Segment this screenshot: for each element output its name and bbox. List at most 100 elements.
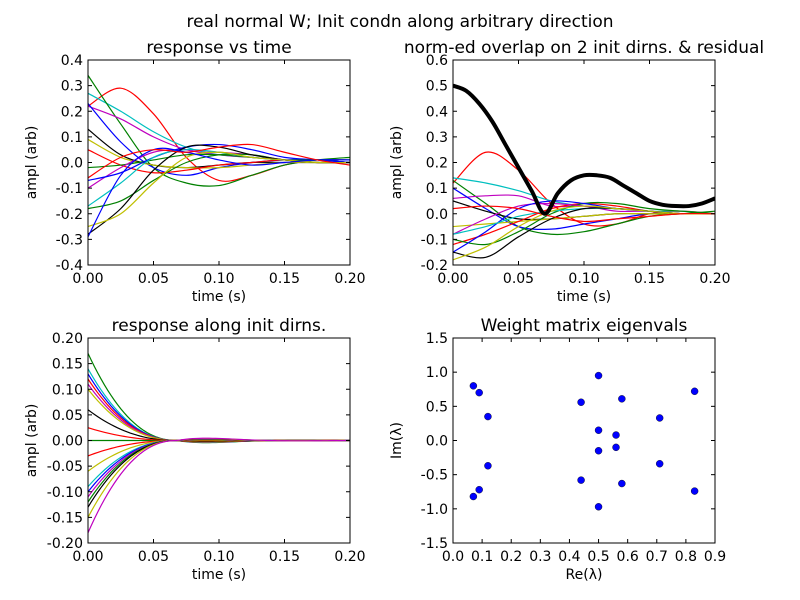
x-tick-label: 0.6 [617, 549, 639, 565]
x-tick-label: 0.10 [203, 549, 234, 565]
y-tick-label: 0.4 [426, 104, 448, 120]
y-tick-label: -1.0 [421, 502, 448, 518]
y-tick-label: 0.1 [61, 130, 83, 146]
plot-normed-overlap: norm-ed overlap on 2 init dirns. & resid… [389, 38, 764, 305]
x-tick-label: 0.05 [503, 271, 534, 287]
x-axis-label: time (s) [557, 289, 611, 305]
axes-frame [87, 337, 351, 544]
y-tick-label: -0.20 [47, 536, 83, 552]
y-axis-label: Im(λ) [389, 422, 405, 459]
eigenvalue-point [475, 486, 483, 494]
x-tick-label: 0.5 [587, 549, 609, 565]
axes-frame [452, 59, 716, 266]
eigenvalue-point [655, 460, 664, 468]
series-line [88, 143, 350, 179]
y-tick-label: 1.5 [426, 331, 448, 347]
y-tick-label: -0.3 [56, 232, 83, 248]
eigenvalue-point [577, 398, 585, 406]
x-tick-label: 0.1 [471, 549, 493, 565]
eigenvalue-point [594, 447, 603, 455]
y-tick-label: -0.1 [421, 232, 448, 248]
x-tick-label: 0.05 [138, 549, 169, 565]
y-axis-label: ampl (arb) [389, 126, 405, 200]
plot-title: response vs time [146, 38, 291, 58]
y-tick-label: -0.1 [56, 181, 83, 197]
x-tick-label: 0.00 [437, 271, 468, 287]
eigenvalue-point [469, 492, 478, 501]
x-tick-label: 0.7 [646, 549, 668, 565]
x-tick-label: 0.15 [634, 271, 665, 287]
eigenvalue-point [618, 395, 626, 403]
x-axis-label: time (s) [192, 289, 246, 305]
y-tick-label: -0.4 [56, 258, 83, 274]
y-tick-label: 0.2 [426, 156, 448, 172]
x-tick-label: 0.00 [72, 271, 103, 287]
x-tick-label: 0.3 [529, 549, 551, 565]
plot-title: Weight matrix eigenvals [481, 316, 688, 336]
x-tick-label: 0.15 [269, 271, 300, 287]
y-tick-label: 0.5 [426, 399, 448, 415]
y-tick-label: 0.15 [52, 357, 83, 373]
eigenvalue-point [655, 414, 664, 422]
y-tick-label: -0.2 [421, 258, 448, 274]
plot-title: norm-ed overlap on 2 init dirns. & resid… [404, 38, 764, 58]
y-axis-label: ampl (arb) [24, 126, 40, 200]
x-tick-label: 0.8 [675, 549, 697, 565]
x-tick-label: 0.00 [72, 549, 103, 565]
plot-area [469, 371, 699, 511]
plot-eigenvalues: Weight matrix eigenvals Re(λ) Im(λ) 0.0 0.1 0… [389, 316, 726, 583]
y-tick-label: 0.4 [61, 53, 83, 69]
eigenvalue-point [612, 443, 620, 452]
x-tick-label: 0.0 [442, 549, 464, 565]
eigenvalue-point [469, 382, 478, 390]
y-tick-label: 0.0 [61, 156, 83, 172]
eigenvalue-point [594, 371, 603, 380]
plot-response-vs-time: response vs time time (s) ampl (arb) 0.00 0.… [24, 38, 366, 305]
eigenvalue-point [475, 388, 483, 397]
y-tick-label: 0.3 [61, 79, 83, 95]
series-line [88, 143, 350, 182]
y-tick-label: -1.5 [421, 536, 448, 552]
x-axis-label: time (s) [192, 567, 246, 583]
y-tick-label: -0.5 [421, 468, 448, 484]
eigenvalue-point [618, 479, 626, 488]
plot-area [453, 83, 715, 261]
eigenvalue-point [484, 412, 492, 421]
series-line [453, 205, 715, 223]
plot-area [88, 353, 350, 533]
y-tick-label: -0.10 [47, 485, 83, 501]
y-tick-label: 0.10 [52, 382, 83, 398]
x-tick-label: 0.20 [334, 549, 365, 565]
x-tick-label: 0.20 [699, 271, 730, 287]
x-tick-label: 0.9 [704, 549, 726, 565]
eigenvalue-point [577, 476, 585, 484]
y-tick-label: 1.0 [426, 365, 448, 381]
eigenvalue-point [690, 387, 699, 395]
y-tick-label: 0.0 [426, 434, 448, 450]
eigenvalue-point [594, 503, 603, 511]
figure-suptitle: real normal W; Init condn along arbitrar… [186, 12, 613, 32]
x-tick-label: 0.20 [334, 271, 365, 287]
y-tick-label: 0.3 [426, 130, 448, 146]
y-tick-label: 0.2 [61, 104, 83, 120]
eigenvalue-point [690, 487, 699, 495]
series-line [88, 147, 350, 238]
plot-area [88, 75, 350, 238]
eigenvalue-point [484, 462, 492, 470]
y-tick-label: 0.0 [426, 207, 448, 223]
plot-title: response along init dirns. [112, 316, 327, 336]
plot-response-along-init-dirns: response along init dirns. time (s) ampl (… [24, 316, 366, 583]
series-line [453, 205, 715, 261]
eigenvalue-point [612, 431, 620, 439]
y-tick-label: 0.5 [426, 79, 448, 95]
y-tick-label: -0.15 [47, 510, 83, 526]
y-tick-label: 0.00 [52, 434, 83, 450]
series-line [88, 437, 350, 533]
y-tick-label: 0.20 [52, 331, 83, 347]
x-tick-label: 0.2 [500, 549, 522, 565]
x-tick-label: 0.4 [558, 549, 580, 565]
residual-line [453, 83, 715, 216]
x-tick-label: 0.05 [138, 271, 169, 287]
